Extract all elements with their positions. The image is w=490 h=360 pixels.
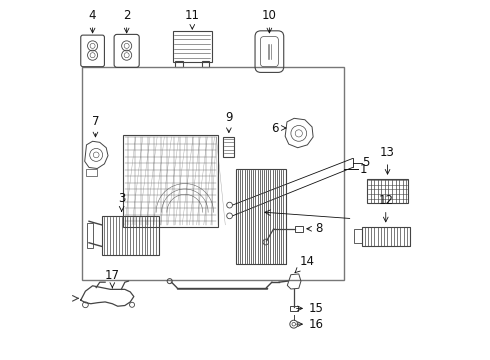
- Bar: [290, 306, 298, 311]
- Bar: [223, 137, 234, 157]
- Text: 11: 11: [185, 9, 200, 29]
- Bar: [101, 216, 159, 255]
- Text: 17: 17: [105, 269, 120, 288]
- Text: 10: 10: [262, 9, 277, 33]
- Bar: [87, 168, 97, 176]
- Text: 7: 7: [92, 115, 99, 137]
- Bar: [82, 67, 343, 280]
- Text: 6: 6: [271, 122, 286, 135]
- Text: 3: 3: [118, 192, 125, 211]
- Text: 8: 8: [307, 222, 322, 235]
- Bar: [202, 61, 209, 67]
- Text: 12: 12: [378, 194, 393, 222]
- Text: 9: 9: [225, 111, 233, 132]
- Bar: [295, 226, 303, 232]
- Bar: [87, 223, 93, 248]
- Bar: [354, 229, 362, 243]
- Bar: [123, 135, 218, 226]
- Bar: [172, 31, 212, 62]
- Text: 13: 13: [380, 146, 395, 174]
- Bar: [236, 169, 286, 264]
- Text: 2: 2: [123, 9, 130, 33]
- Text: 16: 16: [296, 318, 324, 331]
- Bar: [367, 179, 408, 203]
- Text: 1: 1: [360, 163, 368, 176]
- Text: 5: 5: [362, 157, 369, 170]
- Text: 15: 15: [296, 302, 324, 315]
- Text: 4: 4: [89, 9, 97, 33]
- Text: 14: 14: [295, 255, 315, 273]
- Bar: [175, 61, 183, 67]
- Bar: [362, 226, 410, 246]
